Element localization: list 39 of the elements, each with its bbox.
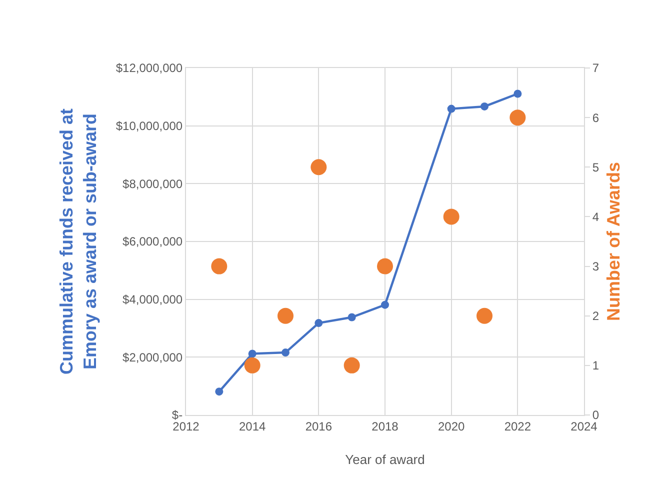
point [248,350,256,358]
point [310,159,327,176]
point [476,308,492,324]
y-tick-label: $12,000,000 [116,61,183,76]
point [443,208,460,225]
point [278,308,294,324]
point [348,313,356,322]
point [314,319,323,328]
point [244,357,260,374]
y2-tick-label: 4 [592,210,600,224]
y-tick-label: $4,000,000 [122,292,183,307]
y-tick-label: $8,000,000 [122,176,183,191]
y-tick-label: $10,000,000 [116,119,183,134]
x-axis-title: Year of award [345,452,425,467]
y2-tick-label: 7 [592,61,600,76]
point [514,90,522,98]
point [447,104,456,113]
y2-tick-label: 5 [592,160,600,174]
point [510,110,526,126]
y-tick-label: $2,000,000 [122,350,183,364]
y2-axis-title: Number of Awards [604,162,624,322]
point [344,357,360,374]
point [480,102,488,110]
x-tick-label: 2016 [305,419,332,434]
y2-tick-label: 6 [592,110,600,125]
x-tick-label: 2014 [238,419,266,434]
point [211,258,228,274]
y-tick-label: $6,000,000 [122,234,183,249]
point [215,388,224,396]
x-tick-label: 2020 [438,419,465,434]
y2-tick-label: 3 [592,259,600,274]
point [282,348,290,357]
x-tick-label: 2022 [504,419,532,434]
y2-tick-label: 2 [592,309,600,324]
x-tick-label: 2018 [372,419,399,434]
y2-tick-label: 1 [592,358,600,373]
point [377,258,393,274]
y-axis-title: Cummulative funds received at Emory as award or sub-award [56,108,100,375]
point [381,300,389,309]
